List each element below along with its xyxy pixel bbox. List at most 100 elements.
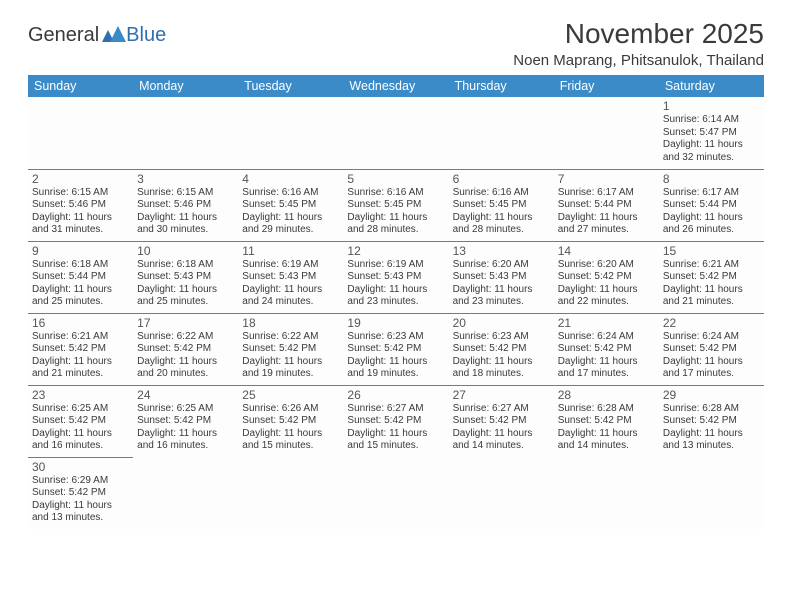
day-info: Sunrise: 6:24 AMSunset: 5:42 PMDaylight:… [558, 331, 655, 381]
dow-header: Saturday [659, 75, 764, 97]
day-info: Sunrise: 6:17 AMSunset: 5:44 PMDaylight:… [558, 187, 655, 237]
daylight-line: Daylight: 11 hours and 17 minutes. [663, 356, 760, 381]
sunset-line: Sunset: 5:43 PM [242, 271, 339, 284]
sunrise-line: Sunrise: 6:19 AM [242, 259, 339, 272]
day-info: Sunrise: 6:16 AMSunset: 5:45 PMDaylight:… [242, 187, 339, 237]
sunrise-line: Sunrise: 6:18 AM [32, 259, 129, 272]
sunrise-line: Sunrise: 6:22 AM [242, 331, 339, 344]
day-number: 27 [453, 388, 550, 402]
day-number: 1 [663, 99, 760, 113]
day-number: 11 [242, 244, 339, 258]
title-block: November 2025 Noen Maprang, Phitsanulok,… [513, 18, 764, 69]
day-info: Sunrise: 6:15 AMSunset: 5:46 PMDaylight:… [32, 187, 129, 237]
calendar-cell [238, 97, 343, 169]
calendar-cell: 27Sunrise: 6:27 AMSunset: 5:42 PMDayligh… [449, 385, 554, 457]
sunset-line: Sunset: 5:42 PM [453, 415, 550, 428]
sunrise-line: Sunrise: 6:29 AM [32, 475, 129, 488]
sunrise-line: Sunrise: 6:23 AM [347, 331, 444, 344]
sunrise-line: Sunrise: 6:14 AM [663, 114, 760, 127]
calendar-cell [449, 97, 554, 169]
calendar-week: 1Sunrise: 6:14 AMSunset: 5:47 PMDaylight… [28, 97, 764, 169]
day-number: 4 [242, 172, 339, 186]
calendar-cell: 22Sunrise: 6:24 AMSunset: 5:42 PMDayligh… [659, 313, 764, 385]
sunset-line: Sunset: 5:42 PM [663, 271, 760, 284]
calendar-cell: 25Sunrise: 6:26 AMSunset: 5:42 PMDayligh… [238, 385, 343, 457]
calendar-body: 1Sunrise: 6:14 AMSunset: 5:47 PMDaylight… [28, 97, 764, 529]
sunset-line: Sunset: 5:47 PM [663, 127, 760, 140]
sunrise-line: Sunrise: 6:23 AM [453, 331, 550, 344]
calendar-cell: 8Sunrise: 6:17 AMSunset: 5:44 PMDaylight… [659, 169, 764, 241]
day-number: 3 [137, 172, 234, 186]
flag-icon [102, 26, 126, 42]
day-number: 23 [32, 388, 129, 402]
daylight-line: Daylight: 11 hours and 21 minutes. [663, 284, 760, 309]
calendar-cell: 12Sunrise: 6:19 AMSunset: 5:43 PMDayligh… [343, 241, 448, 313]
day-number: 8 [663, 172, 760, 186]
day-info: Sunrise: 6:23 AMSunset: 5:42 PMDaylight:… [347, 331, 444, 381]
sunrise-line: Sunrise: 6:17 AM [558, 187, 655, 200]
sunrise-line: Sunrise: 6:24 AM [663, 331, 760, 344]
day-number: 10 [137, 244, 234, 258]
brand-part1: General [28, 24, 99, 47]
sunset-line: Sunset: 5:44 PM [558, 199, 655, 212]
day-info: Sunrise: 6:18 AMSunset: 5:44 PMDaylight:… [32, 259, 129, 309]
calendar-cell: 13Sunrise: 6:20 AMSunset: 5:43 PMDayligh… [449, 241, 554, 313]
calendar-cell: 11Sunrise: 6:19 AMSunset: 5:43 PMDayligh… [238, 241, 343, 313]
sunset-line: Sunset: 5:42 PM [347, 415, 444, 428]
daylight-line: Daylight: 11 hours and 26 minutes. [663, 212, 760, 237]
day-number: 18 [242, 316, 339, 330]
sunrise-line: Sunrise: 6:26 AM [242, 403, 339, 416]
sunset-line: Sunset: 5:42 PM [242, 343, 339, 356]
sunrise-line: Sunrise: 6:15 AM [137, 187, 234, 200]
daylight-line: Daylight: 11 hours and 21 minutes. [32, 356, 129, 381]
daylight-line: Daylight: 11 hours and 15 minutes. [242, 428, 339, 453]
calendar-week: 23Sunrise: 6:25 AMSunset: 5:42 PMDayligh… [28, 385, 764, 457]
calendar-cell: 9Sunrise: 6:18 AMSunset: 5:44 PMDaylight… [28, 241, 133, 313]
day-info: Sunrise: 6:15 AMSunset: 5:46 PMDaylight:… [137, 187, 234, 237]
brand-logo: General Blue [28, 18, 166, 47]
sunset-line: Sunset: 5:42 PM [137, 415, 234, 428]
sunset-line: Sunset: 5:42 PM [558, 343, 655, 356]
day-info: Sunrise: 6:28 AMSunset: 5:42 PMDaylight:… [663, 403, 760, 453]
day-number: 13 [453, 244, 550, 258]
calendar-week: 16Sunrise: 6:21 AMSunset: 5:42 PMDayligh… [28, 313, 764, 385]
sunrise-line: Sunrise: 6:20 AM [453, 259, 550, 272]
daylight-line: Daylight: 11 hours and 24 minutes. [242, 284, 339, 309]
calendar-cell [449, 457, 554, 529]
day-info: Sunrise: 6:29 AMSunset: 5:42 PMDaylight:… [32, 475, 129, 525]
sunset-line: Sunset: 5:42 PM [558, 415, 655, 428]
dow-header: Monday [133, 75, 238, 97]
sunset-line: Sunset: 5:42 PM [32, 487, 129, 500]
sunset-line: Sunset: 5:42 PM [347, 343, 444, 356]
calendar-cell: 1Sunrise: 6:14 AMSunset: 5:47 PMDaylight… [659, 97, 764, 169]
sunset-line: Sunset: 5:43 PM [137, 271, 234, 284]
calendar-cell [28, 97, 133, 169]
daylight-line: Daylight: 11 hours and 32 minutes. [663, 139, 760, 164]
daylight-line: Daylight: 11 hours and 23 minutes. [347, 284, 444, 309]
sunrise-line: Sunrise: 6:20 AM [558, 259, 655, 272]
sunrise-line: Sunrise: 6:21 AM [663, 259, 760, 272]
day-number: 21 [558, 316, 655, 330]
day-info: Sunrise: 6:25 AMSunset: 5:42 PMDaylight:… [32, 403, 129, 453]
sunset-line: Sunset: 5:45 PM [347, 199, 444, 212]
daylight-line: Daylight: 11 hours and 29 minutes. [242, 212, 339, 237]
calendar-week: 9Sunrise: 6:18 AMSunset: 5:44 PMDaylight… [28, 241, 764, 313]
daylight-line: Daylight: 11 hours and 17 minutes. [558, 356, 655, 381]
sunset-line: Sunset: 5:44 PM [663, 199, 760, 212]
day-number: 5 [347, 172, 444, 186]
daylight-line: Daylight: 11 hours and 14 minutes. [453, 428, 550, 453]
calendar-page: General Blue November 2025 Noen Maprang,… [0, 0, 792, 539]
day-info: Sunrise: 6:14 AMSunset: 5:47 PMDaylight:… [663, 114, 760, 164]
day-info: Sunrise: 6:21 AMSunset: 5:42 PMDaylight:… [32, 331, 129, 381]
day-number: 2 [32, 172, 129, 186]
sunset-line: Sunset: 5:42 PM [453, 343, 550, 356]
dow-header: Thursday [449, 75, 554, 97]
calendar-cell [554, 97, 659, 169]
day-number: 15 [663, 244, 760, 258]
sunset-line: Sunset: 5:44 PM [32, 271, 129, 284]
sunrise-line: Sunrise: 6:25 AM [137, 403, 234, 416]
day-number: 29 [663, 388, 760, 402]
daylight-line: Daylight: 11 hours and 25 minutes. [137, 284, 234, 309]
day-info: Sunrise: 6:16 AMSunset: 5:45 PMDaylight:… [347, 187, 444, 237]
calendar-cell: 16Sunrise: 6:21 AMSunset: 5:42 PMDayligh… [28, 313, 133, 385]
